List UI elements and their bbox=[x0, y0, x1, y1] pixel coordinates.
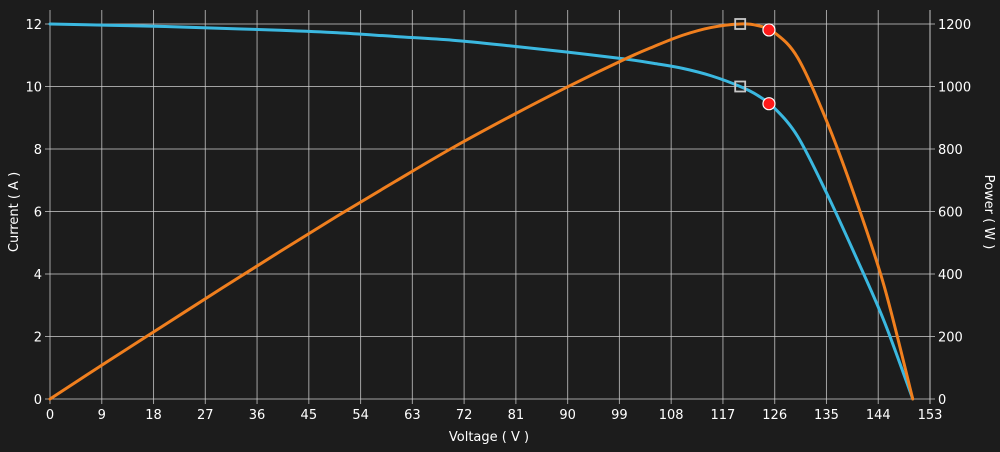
y-right-tick-label: 600 bbox=[938, 206, 963, 221]
x-tick-label: 45 bbox=[301, 408, 318, 423]
y-left-tick-label: 0 bbox=[34, 393, 42, 408]
x-tick-label: 153 bbox=[918, 408, 943, 423]
grid-layer bbox=[45, 10, 935, 404]
y-right-tick-label: 0 bbox=[938, 393, 946, 408]
y-right-tick-label: 1000 bbox=[938, 81, 971, 96]
y-right-tick-label: 200 bbox=[938, 331, 963, 346]
x-tick-label: 135 bbox=[814, 408, 839, 423]
marker-layer bbox=[734, 18, 776, 111]
power-op-dot-marker bbox=[762, 23, 776, 37]
x-tick-label: 27 bbox=[197, 408, 214, 423]
tick-layer: 0 9 18 27 36 45 54 63 72 81 90 99 108 117 126 135 144 153… bbox=[25, 18, 971, 423]
power-mpp-square-marker bbox=[734, 18, 747, 30]
x-tick-label: 90 bbox=[559, 408, 576, 423]
y-left-tick-label: 2 bbox=[34, 331, 42, 346]
x-tick-label: 99 bbox=[611, 408, 628, 423]
y-left-axis-title: Current ( A ) bbox=[7, 172, 22, 252]
y-right-tick-label: 800 bbox=[938, 143, 963, 158]
x-tick-label: 9 bbox=[98, 408, 106, 423]
y-left-tick-label: 6 bbox=[34, 206, 42, 221]
series-layer bbox=[48, 22, 915, 401]
current-series-line bbox=[48, 22, 915, 401]
x-tick-label: 108 bbox=[659, 408, 684, 423]
y-right-tick-label: 400 bbox=[938, 268, 963, 283]
x-tick-label: 18 bbox=[145, 408, 162, 423]
x-tick-label: 36 bbox=[249, 408, 266, 423]
y-right-axis-title: Power ( W ) bbox=[981, 175, 996, 250]
x-tick-label: 117 bbox=[711, 408, 736, 423]
current-op-dot-marker bbox=[762, 97, 776, 111]
x-tick-label: 0 bbox=[46, 408, 54, 423]
y-left-tick-label: 8 bbox=[34, 143, 42, 158]
x-axis-title: Voltage ( V ) bbox=[449, 430, 529, 445]
power-series-line bbox=[48, 22, 915, 401]
y-right-tick-label: 1200 bbox=[938, 18, 971, 33]
x-tick-label: 81 bbox=[508, 408, 525, 423]
x-tick-label: 63 bbox=[404, 408, 421, 423]
current-mpp-square-marker bbox=[734, 80, 747, 93]
y-left-tick-label: 10 bbox=[25, 81, 42, 96]
x-tick-label: 144 bbox=[866, 408, 891, 423]
y-left-tick-label: 4 bbox=[34, 268, 42, 283]
x-tick-label: 126 bbox=[762, 408, 787, 423]
y-left-tick-label: 12 bbox=[25, 18, 42, 33]
x-tick-label: 72 bbox=[456, 408, 473, 423]
x-tick-label: 54 bbox=[352, 408, 369, 423]
